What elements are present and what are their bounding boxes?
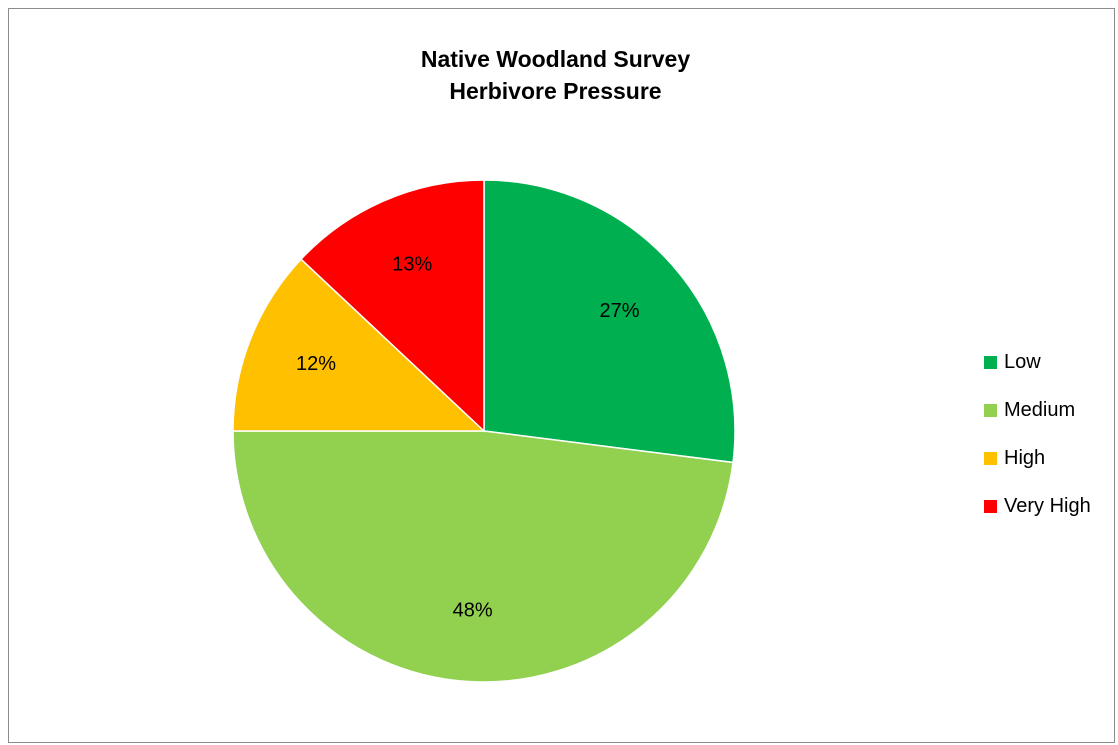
legend-item-low: Low <box>984 350 1091 374</box>
pie-slice-very-high <box>299 179 485 433</box>
legend-label-low: Low <box>1004 350 1041 373</box>
pie-slice-medium <box>232 430 734 683</box>
legend-item-very-high: Very High <box>984 494 1091 518</box>
legend-label-high: High <box>1004 446 1046 469</box>
legend-item-medium: Medium <box>984 398 1091 422</box>
legend-item-high: High <box>984 446 1091 470</box>
legend: Low Medium High Very High <box>984 350 1091 542</box>
legend-swatch-low <box>984 355 997 369</box>
data-label-medium: 48% <box>453 600 493 622</box>
chart-title: Native Woodland Survey Herbivore Pressur… <box>9 43 1102 107</box>
legend-label-very-high: Very High <box>1004 494 1091 517</box>
legend-label-medium: Medium <box>1004 398 1076 421</box>
data-label-very-high: 13% <box>392 253 432 275</box>
data-label-low: 27% <box>600 300 640 322</box>
chart-title-line-1: Native Woodland Survey <box>420 46 691 72</box>
legend-swatch-medium <box>984 403 997 417</box>
data-label-high: 12% <box>296 353 336 375</box>
pie-slice-high <box>232 258 486 432</box>
legend-swatch-high <box>984 451 997 465</box>
legend-swatch-very-high <box>984 499 997 513</box>
chart-area: Native Woodland Survey Herbivore Pressur… <box>8 8 1115 743</box>
pie-slice-low <box>483 179 736 464</box>
chart-title-line-2: Herbivore Pressure <box>449 78 662 104</box>
pie-chart: 27% 48% 12% 13% <box>232 179 736 683</box>
